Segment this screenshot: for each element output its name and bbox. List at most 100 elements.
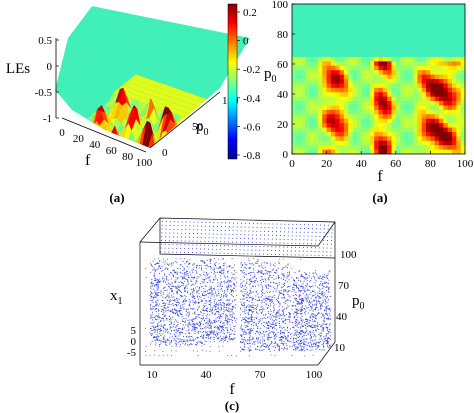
heatmap-cell [387, 79, 392, 84]
scatter-point [298, 290, 300, 292]
scatter-point [227, 252, 229, 254]
scatter-point [288, 299, 290, 301]
scatter-point [211, 312, 213, 314]
scatter-point [188, 332, 190, 334]
scatter-point [246, 294, 248, 296]
scatter-point [328, 279, 330, 281]
scatter-point [182, 306, 184, 308]
scatter-point [278, 291, 280, 293]
scatter-point [257, 304, 259, 306]
scatter-point [319, 303, 321, 304]
scatter-point [263, 298, 265, 300]
colorbar: 0.20-0.2-0.4-0.6-0.8 [227, 3, 261, 162]
scatter-point [206, 259, 208, 261]
scatter-point [151, 295, 153, 297]
scatter-point [214, 258, 215, 260]
scatter-point [193, 307, 195, 309]
scatter-point [234, 320, 236, 322]
scatter-point [162, 309, 164, 311]
scatter-point [261, 350, 263, 351]
scatter-point [201, 281, 203, 282]
scatter-point [250, 283, 251, 285]
scatter-point [323, 336, 325, 338]
scatter-point [300, 301, 302, 303]
heatmap-cell [309, 79, 315, 84]
scatter-point [327, 273, 329, 275]
scatter-point [201, 225, 203, 227]
heatmap-cell [378, 65, 384, 71]
scatter-point [280, 326, 282, 328]
scatter-point [165, 310, 167, 312]
scatter-point [270, 285, 272, 287]
heatmap-cell [304, 127, 310, 133]
scatter-point [191, 339, 193, 341]
scatter-point [293, 316, 295, 317]
heatmap-cell [404, 123, 410, 128]
heatmap-cell [292, 123, 297, 128]
scatter-point [192, 267, 194, 269]
scatter-point [255, 249, 257, 251]
scatter-point [323, 228, 325, 230]
scatter-point [177, 285, 179, 287]
scatter-point [194, 331, 196, 333]
scatter-point [279, 258, 281, 260]
heatmap-cell [369, 131, 375, 137]
scatter-point [156, 292, 158, 294]
scatter-point [201, 267, 202, 269]
scatter-point [163, 337, 165, 338]
heatmap-cell [317, 87, 323, 93]
scatter-point [176, 332, 178, 334]
scatter-point [188, 328, 190, 330]
scatter-point [219, 318, 220, 319]
scatter-point [324, 299, 326, 301]
scatter-point [158, 294, 160, 296]
scatter-point [240, 226, 242, 228]
heatmap-cell [300, 92, 306, 98]
heatmap-cell [352, 96, 358, 102]
scatter-point [306, 338, 308, 340]
scatter-point [224, 291, 226, 293]
scatter-point [307, 312, 309, 314]
scatter-point [244, 302, 246, 304]
scatter-point [243, 298, 245, 300]
scatter-point [294, 333, 296, 335]
scatter-point [241, 338, 243, 340]
scatter-point [184, 236, 186, 238]
scatter-point [273, 323, 275, 325]
scatter-point [235, 290, 237, 292]
scatter-point [270, 316, 272, 318]
scatter-point [205, 229, 206, 231]
heatmap-cell [421, 136, 427, 142]
heatmap-cell [300, 149, 306, 154]
heatmap-cell [365, 56, 371, 62]
scatter-point [150, 265, 152, 267]
scatter-point [226, 303, 228, 305]
heatmap-cell [443, 70, 449, 75]
scatter-point [228, 299, 230, 301]
scatter-point [304, 332, 306, 334]
scatter-point [194, 327, 196, 329]
scatter-point [269, 343, 271, 345]
scatter-point [294, 324, 296, 326]
scatter-point [245, 333, 247, 335]
scatter-point [266, 344, 268, 346]
heatmap-cell [408, 118, 414, 124]
scatter-point [173, 305, 175, 306]
scatter-point [187, 320, 189, 321]
scatter-point [221, 286, 223, 287]
scatter-point [326, 277, 328, 279]
heatmap-cell [426, 127, 431, 133]
scatter-point [233, 317, 235, 318]
scatter-point [179, 290, 181, 292]
surface-patch [173, 130, 182, 146]
scatter-point [313, 324, 315, 326]
scatter-point [327, 290, 329, 292]
scatter-point [183, 340, 185, 342]
scatter-point [226, 304, 228, 306]
scatter-point [307, 297, 309, 299]
scatter-point [261, 272, 263, 274]
scatter-point [264, 227, 266, 228]
scatter-point [153, 274, 155, 276]
scatter-point [299, 298, 301, 300]
heatmap-cell [395, 70, 401, 75]
